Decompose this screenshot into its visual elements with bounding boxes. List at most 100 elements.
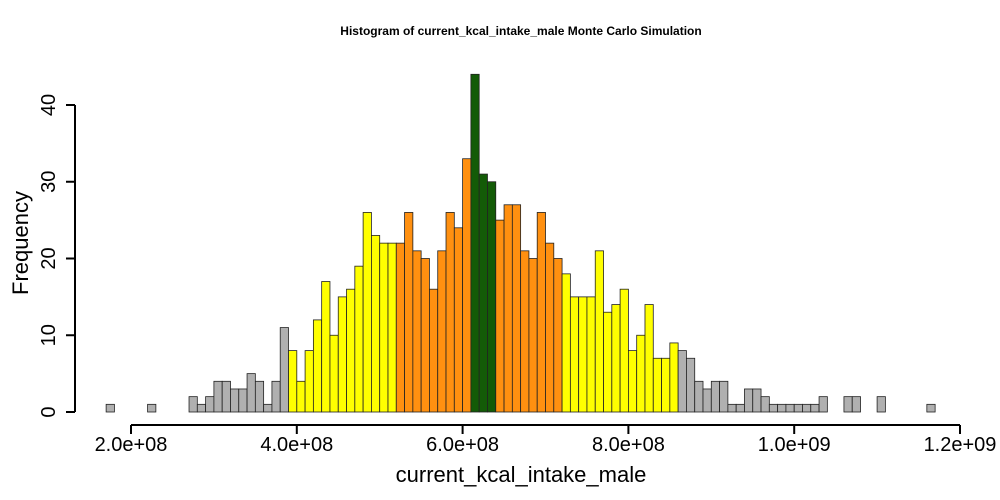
histogram-bar <box>644 304 654 413</box>
histogram-bar <box>694 380 704 413</box>
x-tick-label: 2.0e+08 <box>95 434 168 456</box>
histogram-bar <box>296 380 306 413</box>
histogram-bar <box>586 296 596 413</box>
histogram-bar <box>843 396 853 413</box>
x-tick-label: 4.0e+08 <box>260 434 333 456</box>
x-axis-ticks: 2.0e+08 4.0e+08 6.0e+08 8.0e+08 1.0e+09 1.2e+… <box>95 425 997 456</box>
histogram-bar <box>147 403 157 413</box>
histogram-bar <box>478 173 488 413</box>
histogram-bar <box>686 357 696 413</box>
y-tick-label: 20 <box>38 247 60 269</box>
histogram-bar <box>561 273 571 413</box>
histogram-bar <box>735 403 745 413</box>
histogram-bar <box>777 403 787 413</box>
x-axis-label: current_kcal_intake_male <box>396 462 647 487</box>
histogram-bar <box>346 288 356 413</box>
histogram-bar <box>744 388 754 413</box>
histogram-bar <box>677 350 687 413</box>
histogram-bar <box>437 250 447 413</box>
y-tick-label: 0 <box>38 406 60 417</box>
histogram-bar <box>230 388 240 413</box>
histogram-bar <box>511 204 522 413</box>
histogram-bar <box>752 388 762 413</box>
y-tick-label: 30 <box>38 171 60 193</box>
histogram-bar <box>536 212 546 413</box>
histogram-bar <box>710 380 720 413</box>
histogram-bar <box>462 158 472 413</box>
histogram-bar <box>288 350 298 413</box>
x-tick-label: 8.0e+08 <box>592 434 665 456</box>
histogram-bar <box>578 296 588 413</box>
histogram-bar <box>619 288 629 413</box>
histogram-bar <box>760 396 770 413</box>
histogram-bar <box>719 380 729 413</box>
histogram-bar <box>337 296 347 413</box>
histogram-bar <box>702 388 712 413</box>
histogram-bar <box>279 327 289 413</box>
histogram-bar <box>652 357 662 413</box>
histogram-bar <box>818 396 828 413</box>
histogram-bar <box>876 396 886 413</box>
histogram-bar <box>926 403 936 413</box>
histogram-bar <box>802 403 812 413</box>
y-axis-label: Frequency <box>8 191 33 295</box>
histogram-bar <box>520 250 530 413</box>
histogram-bar <box>420 258 430 413</box>
y-tick-label: 40 <box>38 94 60 116</box>
histogram-bar <box>487 181 497 413</box>
histogram-bar <box>412 250 422 413</box>
histogram-bar <box>569 296 580 413</box>
histogram-bar <box>768 403 779 413</box>
histogram-bar <box>213 380 223 413</box>
histogram-bar <box>105 403 115 413</box>
histogram-bar <box>528 258 538 413</box>
histogram-bar <box>354 265 364 413</box>
histogram-bar <box>445 212 455 413</box>
histogram-bar <box>495 219 505 413</box>
y-tick-label: 10 <box>38 324 60 346</box>
histogram-bar <box>727 403 737 413</box>
histogram-bar <box>793 403 803 413</box>
histogram-bar <box>810 403 820 413</box>
histogram-bar <box>312 319 323 413</box>
x-tick-label: 6.0e+08 <box>426 434 499 456</box>
histogram-bar <box>503 204 513 413</box>
histogram-bar <box>205 396 215 413</box>
histogram-bar <box>254 380 265 413</box>
histogram-bar <box>611 304 621 413</box>
histogram-bar <box>263 403 273 413</box>
histogram-bar <box>271 380 281 413</box>
x-tick-label: 1.0e+09 <box>758 434 831 456</box>
histogram-bar <box>453 227 463 413</box>
histogram-bar <box>661 357 671 413</box>
x-tick-label: 1.2e+09 <box>924 434 997 456</box>
histogram-bar <box>785 403 795 413</box>
histogram-bar <box>470 73 480 413</box>
histogram-bar <box>238 388 248 413</box>
histogram-bar <box>851 396 861 413</box>
histogram-bar <box>404 212 414 413</box>
histogram-bar <box>553 258 563 413</box>
histogram-bar <box>603 311 613 413</box>
histogram-bar <box>387 242 397 413</box>
histogram-bar <box>636 334 646 413</box>
histogram-bar <box>594 250 604 413</box>
histogram-bar <box>379 242 389 413</box>
histogram-bar <box>545 242 555 413</box>
bars-group <box>105 73 936 413</box>
histogram-bar <box>221 380 231 413</box>
histogram-bar <box>628 350 638 413</box>
histogram-bar <box>669 342 679 413</box>
histogram-bar <box>246 373 256 413</box>
histogram-bar <box>188 396 198 413</box>
histogram-bar <box>362 212 372 413</box>
histogram-bar <box>371 235 381 413</box>
chart-title: Histogram of current_kcal_intake_male Mo… <box>340 24 701 38</box>
histogram-bar <box>395 242 405 413</box>
histogram-bar <box>196 403 207 413</box>
histogram-bar <box>329 334 339 413</box>
histogram-bar <box>304 350 314 413</box>
histogram-bar <box>429 288 439 413</box>
y-axis-ticks: 0 10 20 30 40 <box>38 94 75 418</box>
